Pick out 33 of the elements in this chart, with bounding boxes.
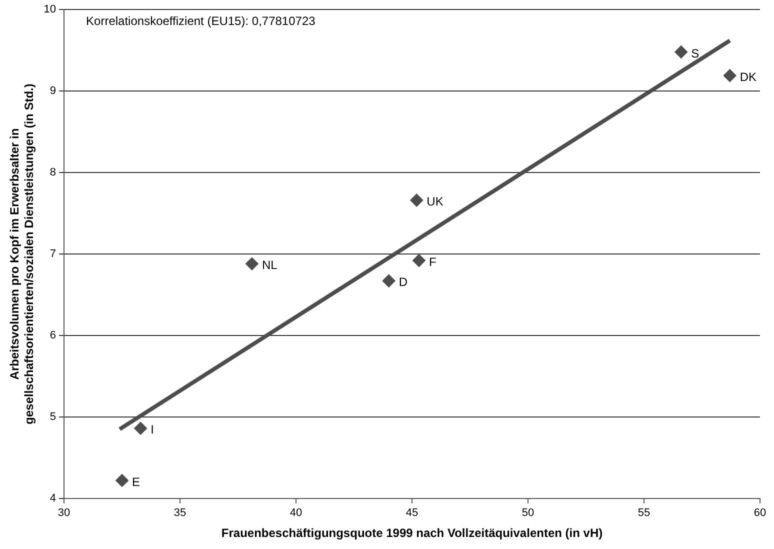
- point: [382, 274, 396, 288]
- x-tick-label: 55: [638, 507, 650, 520]
- x-tick-label: 50: [522, 507, 534, 520]
- point: [723, 69, 736, 82]
- y-axis-title: Arbeitsvolumen pro Kopf im Erwerbsalter in gesellschaftsorientierten/sozialen Dienstleistungen (in Std.): [8, 84, 36, 424]
- y-tick-label: 6: [50, 330, 56, 342]
- point: [245, 257, 258, 270]
- annotation: NL: [262, 258, 278, 272]
- point: [410, 194, 424, 207]
- point: [412, 254, 426, 268]
- y-tick-label: 4: [50, 492, 56, 504]
- x-tick-label: 35: [174, 507, 186, 520]
- annotation: S: [691, 46, 700, 60]
- y-tick-label: 5: [50, 410, 56, 423]
- annotation: DK: [740, 70, 757, 84]
- annotation: I: [150, 422, 154, 437]
- y-tick-label: 7: [50, 248, 56, 260]
- y-tick-label: 10: [44, 4, 56, 16]
- x-axis-title: Frauenbeschäftigungsquote 1999 nach Vollzeitäquivalenten (in vH): [221, 526, 603, 540]
- annotation: D: [398, 275, 408, 290]
- annotation: Korrelationskoeffizient (EU15): 0,77810723: [86, 14, 316, 28]
- x-tick-label: 30: [58, 507, 70, 520]
- x-tick-label: 40: [290, 507, 302, 520]
- annotation: F: [428, 254, 436, 269]
- annotation: UK: [426, 194, 444, 209]
- point: [116, 474, 129, 487]
- x-tick-label: 60: [754, 507, 766, 520]
- y-tick-label: 9: [50, 85, 56, 98]
- annotation: E: [132, 474, 140, 489]
- y-tick-label: 8: [50, 166, 56, 179]
- point: [134, 422, 148, 435]
- x-tick-label: 45: [406, 507, 418, 520]
- point: [674, 45, 688, 58]
